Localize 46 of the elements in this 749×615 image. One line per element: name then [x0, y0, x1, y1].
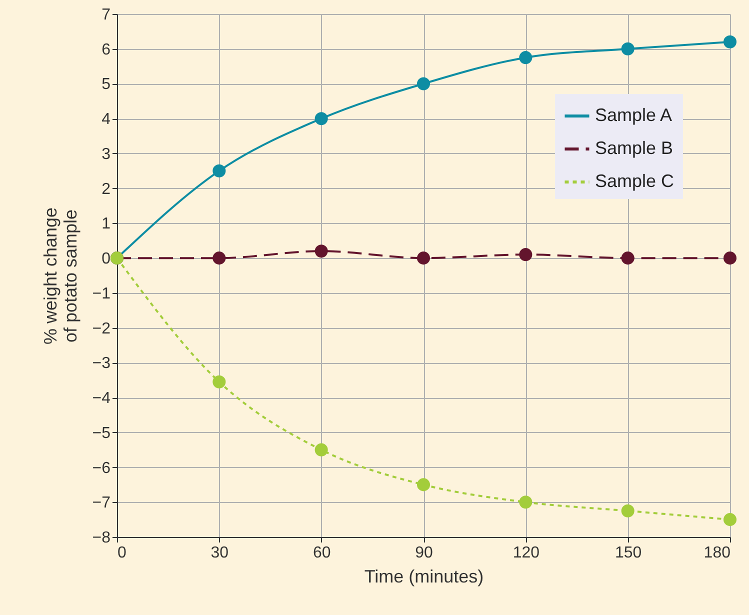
point: [314, 443, 328, 456]
y-tick-label: −6: [92, 460, 111, 477]
point: [519, 496, 532, 509]
point: [723, 35, 737, 48]
legend-label: Sample C: [595, 171, 674, 191]
x-tick-label: 120: [512, 544, 540, 562]
x-tick-label: 30: [210, 544, 229, 562]
x-tick-label: 90: [415, 544, 433, 562]
y-axis-title: % weight change of potato sample: [40, 207, 80, 345]
legend-label: Sample A: [595, 105, 672, 125]
y-tick-label: −4: [92, 390, 111, 408]
point: [416, 77, 430, 90]
y-tick-label: −5: [92, 424, 111, 442]
point: [723, 513, 737, 526]
point: [621, 504, 634, 518]
point: [416, 252, 430, 265]
point: [314, 112, 328, 126]
y-tick-label: 6: [102, 41, 111, 58]
point: [519, 248, 532, 262]
point: [621, 42, 634, 56]
y-tick-label: −2: [92, 320, 111, 338]
x-tick-label: 60: [312, 544, 331, 562]
x-axis-title: Time (minutes): [364, 566, 484, 586]
y-tick-label: 4: [102, 111, 111, 128]
y-tick-label: −3: [92, 355, 111, 372]
point: [314, 244, 328, 258]
x-tick-label: 180: [704, 544, 731, 562]
point: [416, 478, 430, 492]
y-tick-label: 3: [102, 146, 111, 163]
y-tick-label: 7: [102, 6, 111, 24]
y-tick-label: −7: [92, 494, 111, 512]
point: [212, 164, 226, 178]
y-tick-label: −1: [92, 285, 111, 302]
y-tick-label: 5: [102, 76, 111, 94]
point: [212, 252, 226, 265]
point: [621, 252, 634, 265]
y-tick-label: 2: [102, 180, 111, 198]
y-tick-label: 0: [102, 250, 111, 268]
point: [519, 51, 532, 64]
legend-label: Sample B: [595, 138, 674, 158]
y-tick-label: 1: [102, 216, 111, 233]
y-tick-label: −8: [92, 530, 111, 546]
point: [212, 375, 226, 388]
x-tick-label: 0: [118, 544, 126, 562]
x-tick-label: 150: [614, 544, 642, 562]
point: [723, 252, 737, 265]
